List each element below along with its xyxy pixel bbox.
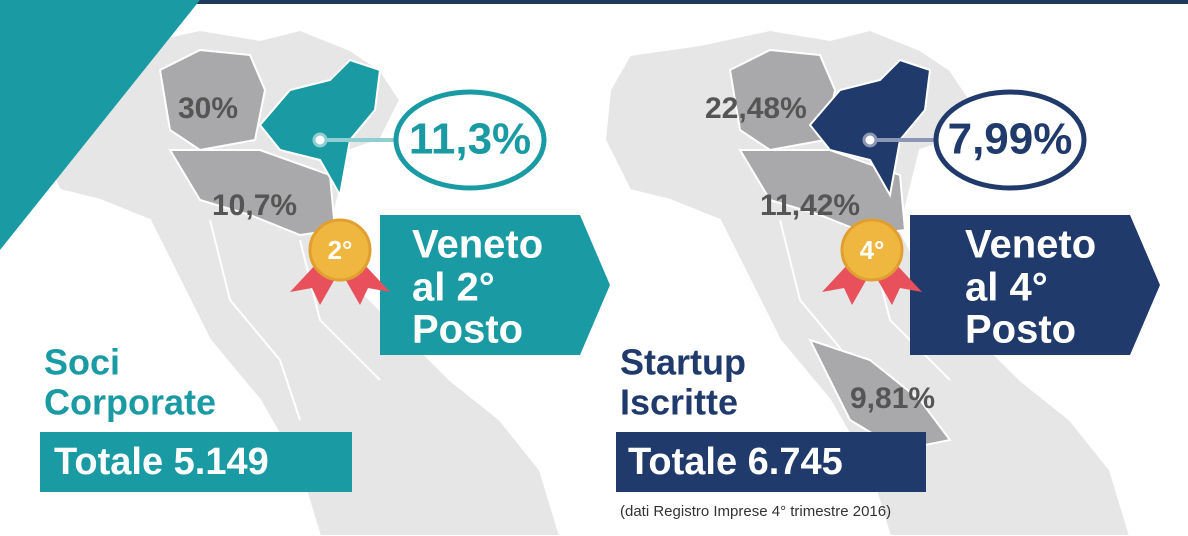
highlight-ring <box>933 89 1087 191</box>
percentage: 9,81% <box>850 382 935 415</box>
title-line: Startup <box>620 342 746 383</box>
banner-line: Veneto <box>965 223 1096 267</box>
panel-right: 7,99% 22,48% 11,42% 9,81% Veneto al 4° P… <box>604 29 1160 536</box>
banner-line: al 4° <box>965 266 1048 310</box>
percentage: 22,48% <box>705 92 807 125</box>
highlight-ring <box>393 89 547 191</box>
panel-left: 11,3% 30% 10,7% Veneto al 2° Posto 2° So… <box>0 0 610 536</box>
callout-dot <box>312 132 328 148</box>
corner <box>0 0 200 250</box>
banner-line: al 2° <box>412 266 495 310</box>
medal <box>840 218 904 282</box>
total: Totale 5.149 <box>54 441 269 483</box>
footnote: (dati Registro Imprese 4° trimestre 2016… <box>620 503 891 520</box>
medal-text: 4° <box>860 235 885 265</box>
highlight: 7,99% <box>948 115 1073 164</box>
title-line: Iscritte <box>620 382 738 423</box>
highlight: 11,3% <box>409 115 531 164</box>
veneto <box>808 58 932 198</box>
banner-line: Posto <box>412 308 523 352</box>
title-line: Soci <box>44 342 120 383</box>
title-line: Corporate <box>44 382 216 423</box>
top-rule <box>0 0 1188 4</box>
banner-line: Veneto <box>412 223 543 267</box>
banner-line: Posto <box>965 308 1076 352</box>
total-box <box>616 432 926 492</box>
region <box>808 338 952 452</box>
veneto <box>258 58 382 198</box>
percentage: 10,7% <box>212 189 297 222</box>
callout-dot <box>862 132 878 148</box>
medal-text: 2° <box>328 235 353 265</box>
banner <box>910 215 1160 355</box>
total-box <box>40 432 352 492</box>
banner <box>380 215 610 355</box>
medal <box>308 218 372 282</box>
percentage: 11,42% <box>760 189 860 222</box>
total: Totale 6.745 <box>628 441 843 483</box>
percentage: 30% <box>178 92 238 125</box>
